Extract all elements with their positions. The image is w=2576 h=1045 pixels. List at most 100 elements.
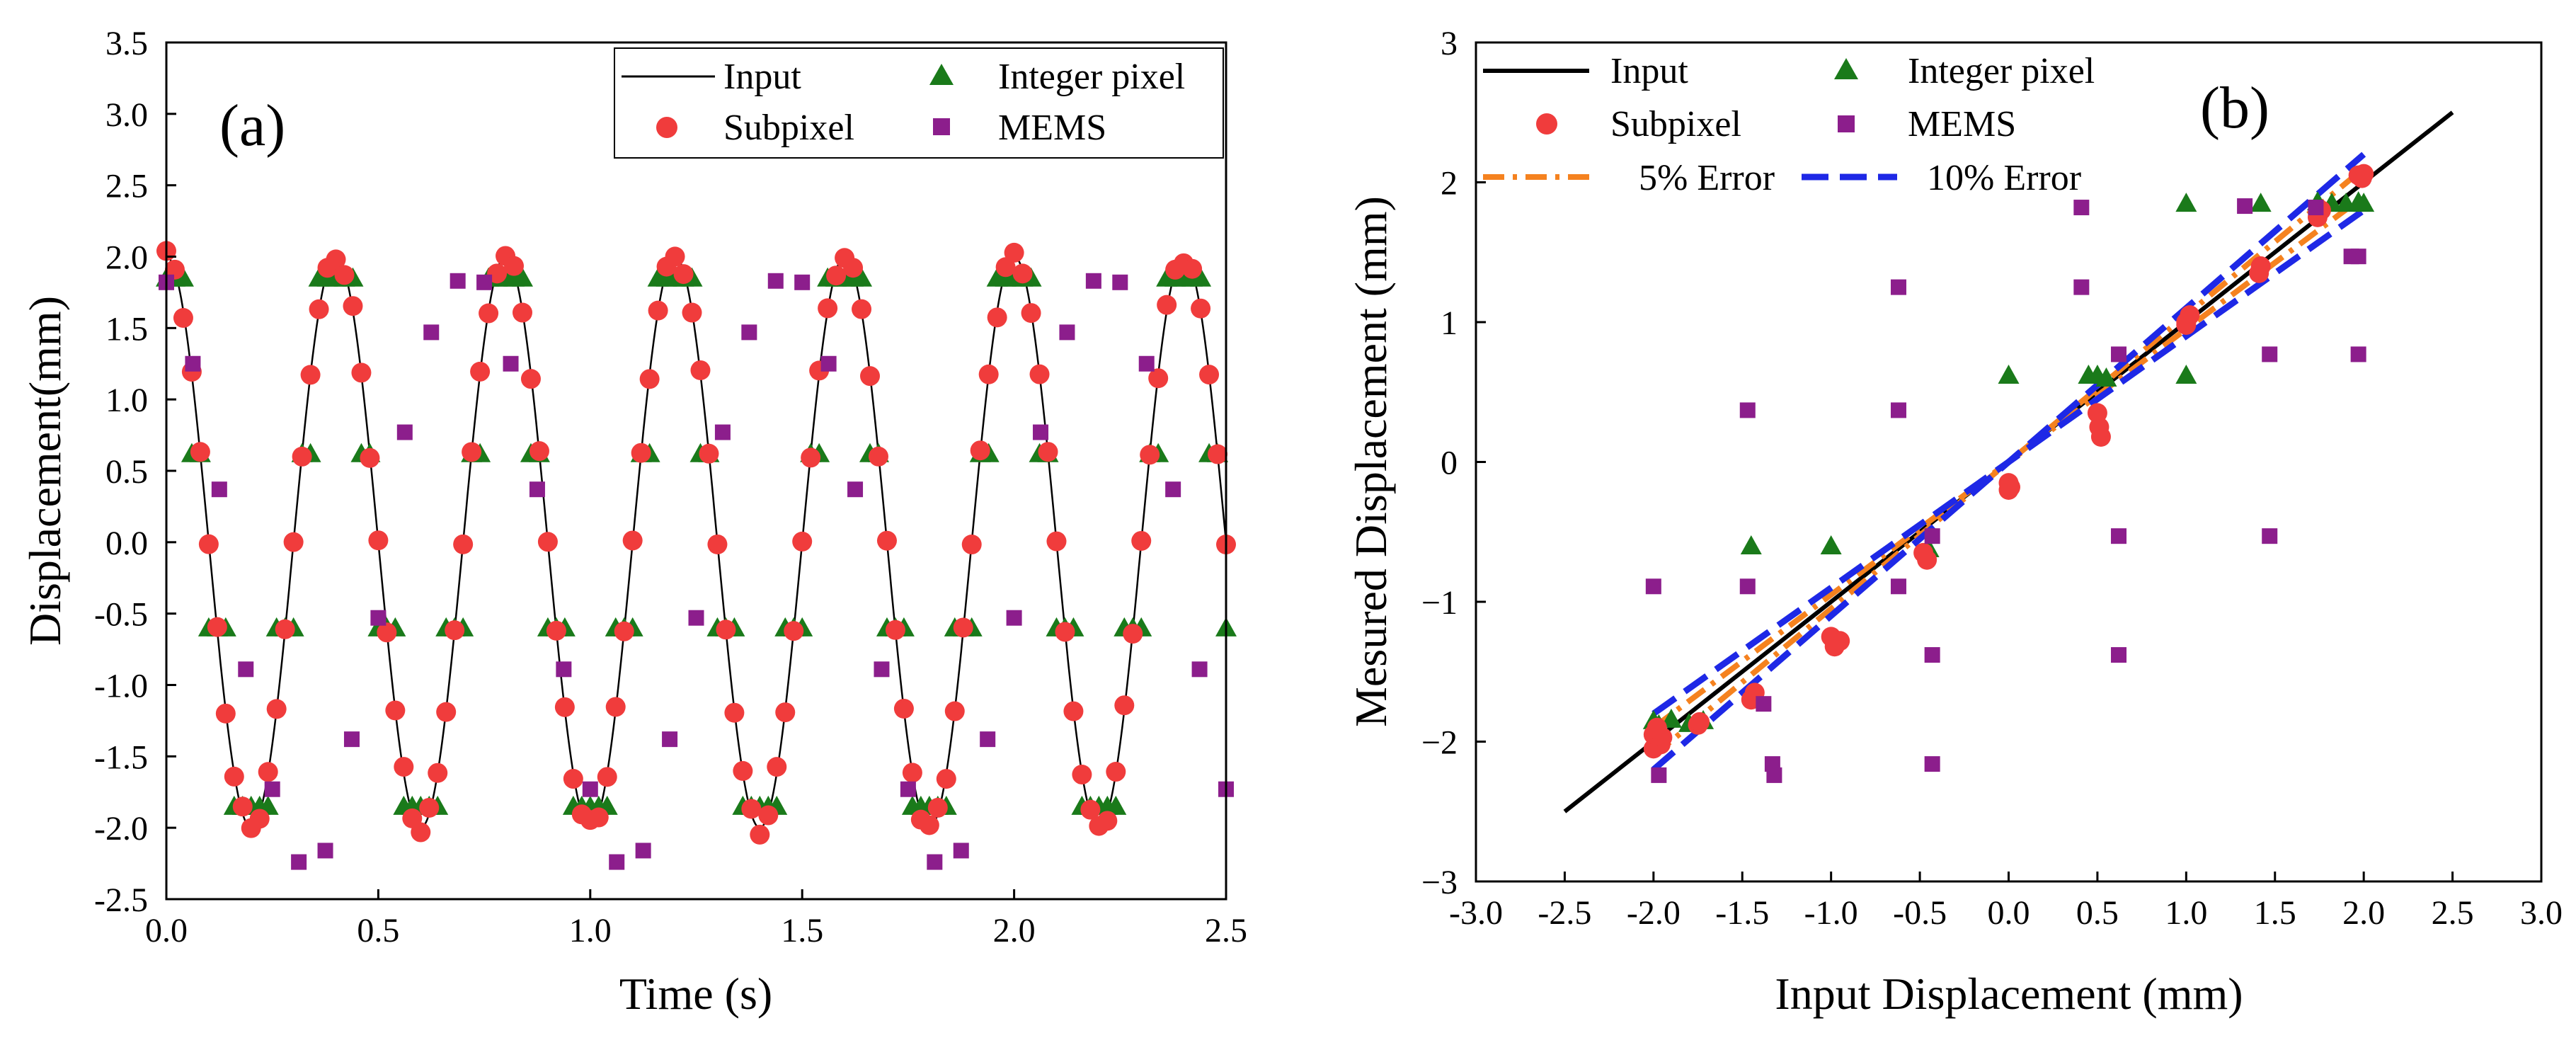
subpixel-point bbox=[563, 769, 583, 789]
panel-b-x-tick-label: 0.5 bbox=[2076, 894, 2119, 932]
panel-b-x-tick-label: 1.5 bbox=[2254, 894, 2296, 932]
subpixel-point bbox=[1072, 765, 1092, 785]
mems-point bbox=[820, 355, 837, 372]
subpixel-point bbox=[504, 256, 525, 276]
panel-b-x-tick-label: 2.0 bbox=[2342, 894, 2385, 932]
subpixel-point bbox=[1046, 531, 1067, 552]
subpixel-point bbox=[767, 757, 787, 777]
panel-a-y-tick-label: -0.5 bbox=[94, 596, 148, 634]
mems-point bbox=[2308, 200, 2324, 216]
mems-point bbox=[609, 854, 625, 870]
subpixel-point bbox=[258, 762, 278, 782]
panel-b-y-tick-label: 3 bbox=[1441, 25, 1458, 62]
mems-point bbox=[1645, 578, 1661, 595]
subpixel-point bbox=[1148, 368, 1169, 389]
subpixel-point bbox=[283, 532, 304, 552]
panel-a-x-tick-label: 0.5 bbox=[357, 912, 399, 949]
mems-point bbox=[1890, 279, 1906, 295]
subpixel-point bbox=[529, 441, 549, 462]
subpixel-point bbox=[588, 807, 609, 828]
mems-point bbox=[2343, 249, 2359, 265]
integer-pixel-point bbox=[172, 267, 194, 287]
subpixel-point bbox=[1080, 799, 1101, 820]
subpixel-point bbox=[224, 766, 244, 787]
subpixel-point bbox=[292, 446, 312, 467]
mems-point bbox=[1006, 610, 1022, 626]
subpixel-point bbox=[1055, 622, 1075, 642]
panel-a-x-tick-label: 1.5 bbox=[781, 912, 823, 949]
panel-b-legend-subpixel: Subpixel bbox=[1610, 104, 1741, 144]
panel-a-x-tick-label: 1.0 bbox=[569, 912, 612, 949]
panel-a-x-axis-title: Time (s) bbox=[619, 969, 772, 1019]
panel-a-legend-subpixel: Subpixel bbox=[723, 108, 854, 148]
mems-point bbox=[343, 731, 360, 748]
panel-a-y-tick-label: -1.0 bbox=[94, 668, 148, 705]
subpixel-point bbox=[902, 763, 922, 783]
subpixel-point bbox=[232, 796, 253, 817]
panel-a-y-tick-label: 2.5 bbox=[105, 168, 148, 205]
panel-a-x-tick-label: 2.5 bbox=[1205, 912, 1247, 949]
subpixel-point bbox=[190, 442, 210, 462]
integer-pixel-point bbox=[1105, 795, 1127, 815]
mems-point bbox=[582, 781, 598, 797]
integer-pixel-point bbox=[1660, 708, 1682, 728]
mems-point bbox=[1924, 647, 1940, 663]
panel-b-x-tick-label: -2.0 bbox=[1627, 894, 1681, 932]
panel-b-y-tick-label: 1 bbox=[1441, 304, 1458, 342]
subpixel-point bbox=[479, 303, 499, 324]
panel-b-x-axis-title: Input Displacement (mm) bbox=[1775, 969, 2243, 1019]
mems-point bbox=[1085, 273, 1101, 289]
subpixel-point bbox=[690, 360, 711, 380]
mems-point bbox=[1059, 324, 1075, 341]
subpixel-point bbox=[936, 769, 956, 789]
subpixel-point bbox=[852, 299, 872, 319]
mems-point bbox=[688, 610, 704, 626]
mems-point bbox=[1033, 424, 1049, 440]
mems-point bbox=[291, 854, 307, 870]
panel-b-y-tick-label: −1 bbox=[1421, 584, 1458, 622]
panel-a-y-tick-label: 0.5 bbox=[105, 453, 148, 491]
mems-point bbox=[1924, 528, 1940, 544]
subpixel-point bbox=[462, 442, 482, 462]
subpixel-point bbox=[876, 530, 897, 551]
subpixel-point bbox=[2090, 426, 2111, 447]
subpixel-point bbox=[436, 702, 457, 722]
subpixel-point bbox=[750, 824, 770, 845]
panel-b-legend-5pct-error: 5% Error bbox=[1639, 158, 1775, 198]
legend-b-subpixel-circle-icon bbox=[1536, 113, 1557, 135]
mems-point bbox=[2350, 346, 2366, 362]
integer-pixel-point bbox=[1740, 535, 1762, 554]
mems-point bbox=[1191, 661, 1208, 678]
subpixel-point bbox=[334, 265, 355, 285]
subpixel-point bbox=[775, 702, 796, 723]
panel-b-x-tick-label: -1.5 bbox=[1715, 894, 1769, 932]
panel-b-y-axis-title: Mesured Displacement (mm) bbox=[1346, 196, 1396, 727]
mems-point bbox=[980, 731, 996, 748]
subpixel-point bbox=[360, 447, 380, 468]
panel-a-legend-mems: MEMS bbox=[998, 108, 1106, 148]
mems-point bbox=[1890, 578, 1906, 595]
panel-a-y-tick-label: 3.0 bbox=[105, 96, 148, 134]
subpixel-point bbox=[1063, 701, 1084, 721]
subpixel-point bbox=[707, 534, 728, 554]
integer-pixel-point bbox=[2175, 365, 2197, 384]
subpixel-point bbox=[377, 622, 397, 643]
subpixel-point bbox=[275, 619, 295, 639]
mems-point bbox=[211, 481, 227, 498]
panel-b-x-tick-label: -1.0 bbox=[1804, 894, 1858, 932]
panel-b-legend: Input Integer pixel Subpixel MEMS 5% Err… bbox=[1483, 51, 2095, 198]
subpixel-point bbox=[419, 797, 440, 818]
mems-point bbox=[635, 843, 651, 859]
panel-a-input-line bbox=[166, 256, 1227, 829]
subpixel-point bbox=[394, 757, 414, 777]
mems-point bbox=[1890, 402, 1906, 418]
panel-a-x-tick-label: 2.0 bbox=[993, 912, 1036, 949]
integer-pixel-point bbox=[2095, 367, 2117, 387]
mems-point bbox=[1766, 767, 1782, 783]
subpixel-point bbox=[826, 265, 847, 286]
subpixel-point bbox=[1917, 549, 1937, 570]
subpixel-point bbox=[453, 534, 474, 554]
subpixel-point bbox=[673, 264, 694, 285]
panel-b-y-tick-label: −2 bbox=[1421, 724, 1458, 762]
